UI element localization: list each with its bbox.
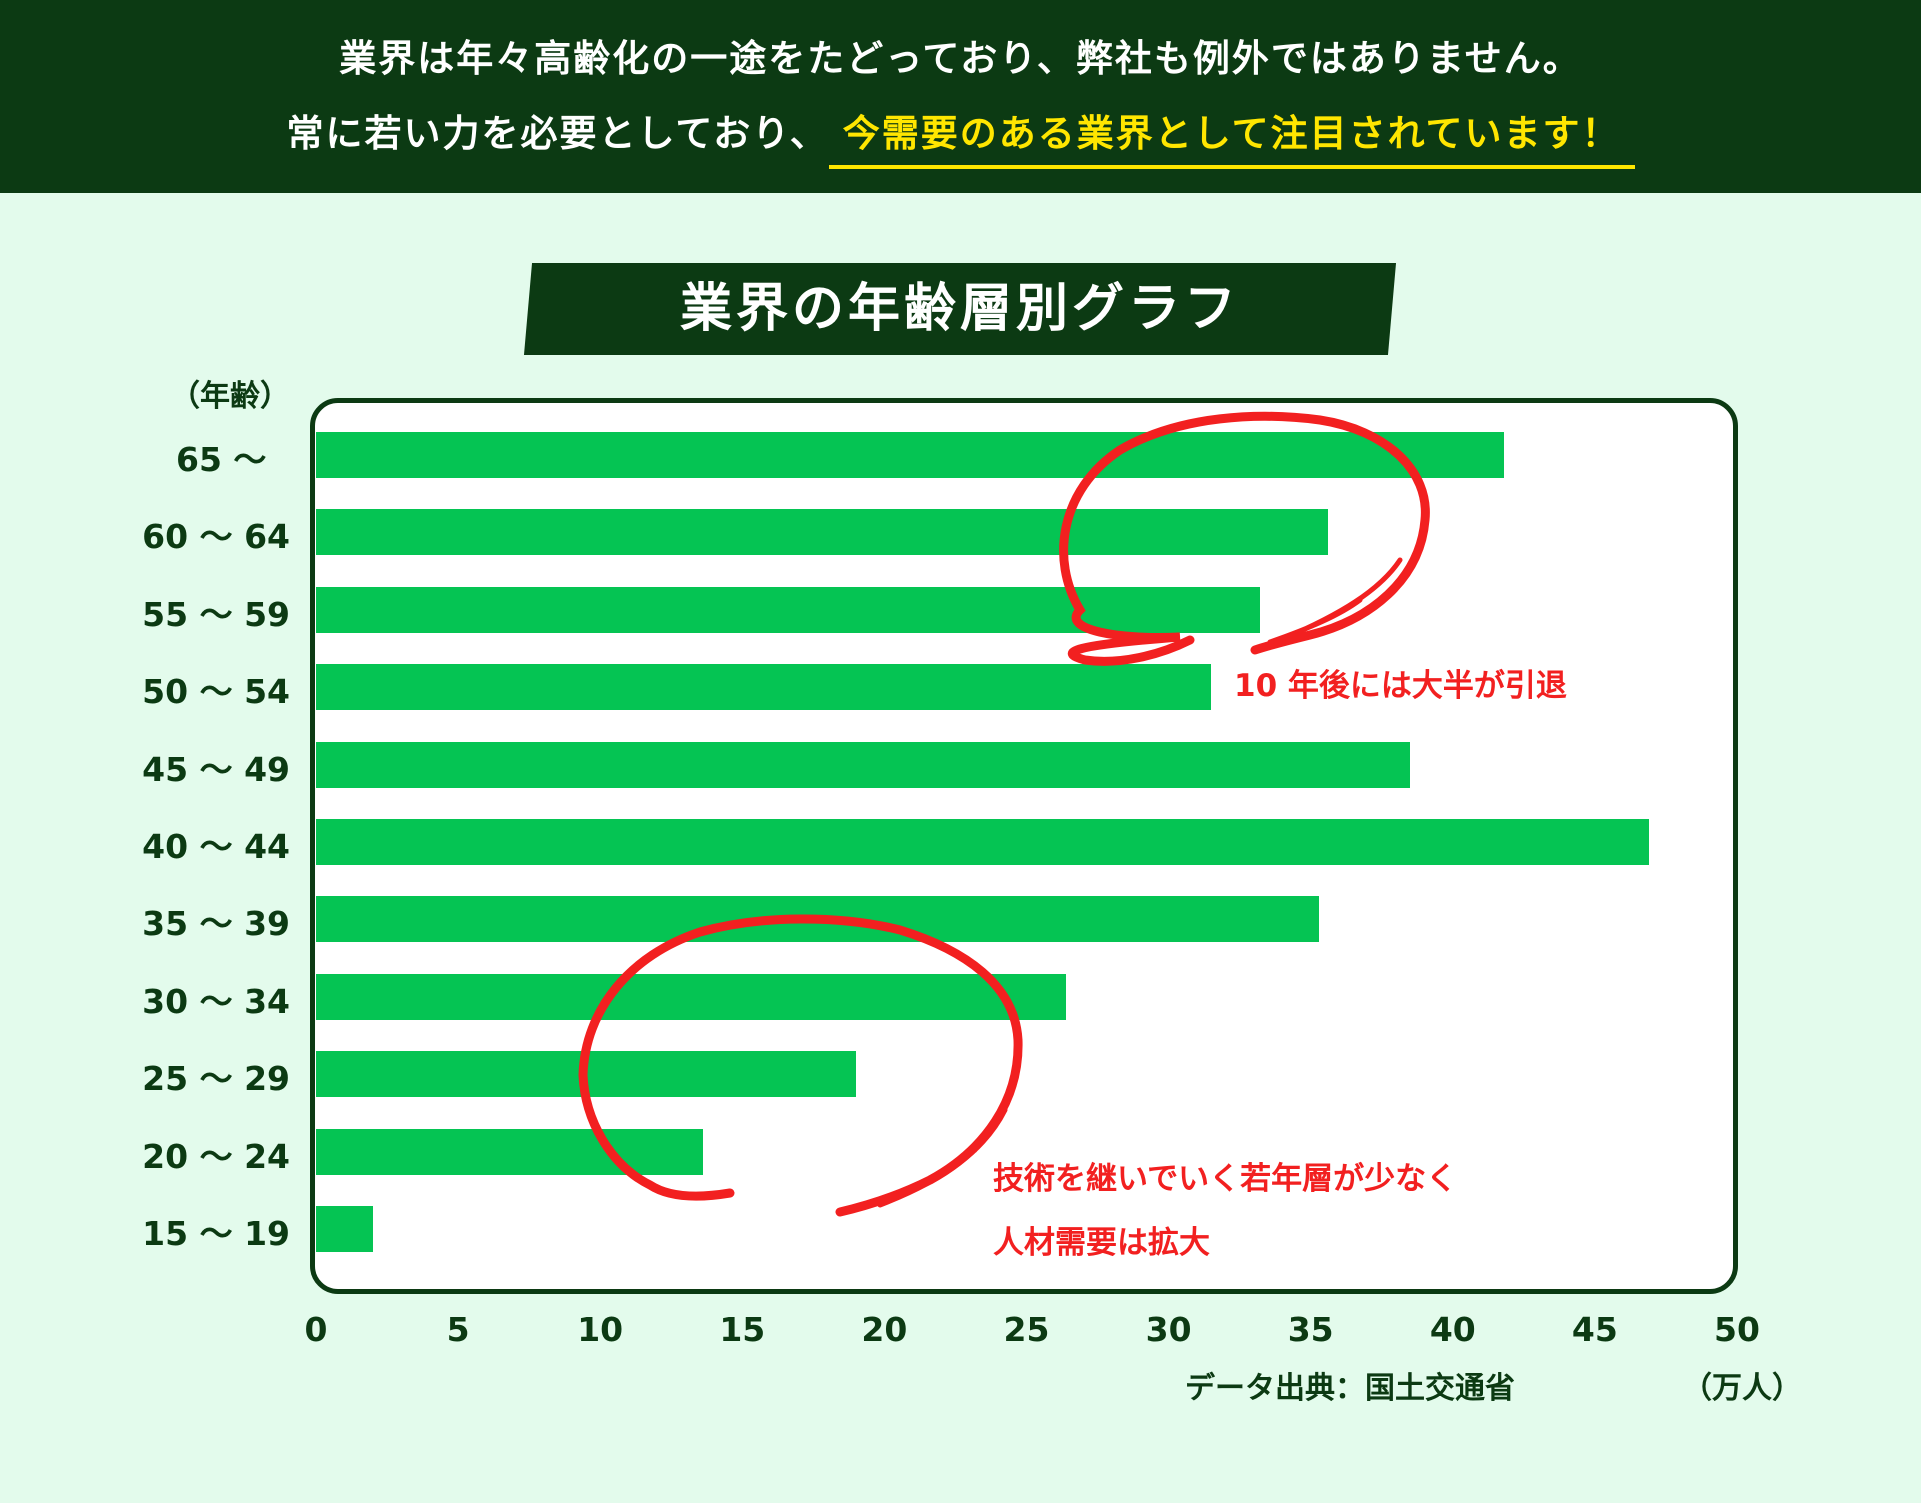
bar-4: [316, 741, 1411, 788]
bar-9: [316, 1128, 703, 1175]
x-axis-unit: （万人）: [1682, 1371, 1802, 1406]
category-label-2: 55 〜 59: [142, 594, 290, 634]
header-banner: 業界は年々高齢化の一途をたどっており、弊社も例外ではありません。 常に若い力を必…: [0, 0, 1921, 193]
category-label-10: 15 〜 19: [142, 1214, 290, 1253]
x-tick-9: 45: [1571, 1310, 1618, 1349]
x-tick-5: 25: [1003, 1310, 1050, 1349]
bar-2: [316, 586, 1260, 633]
bar-7: [316, 973, 1067, 1020]
category-label-6: 35 〜 39: [142, 904, 290, 944]
bar-0: [316, 432, 1504, 478]
x-tick-10: 50: [1714, 1310, 1760, 1349]
x-tick-0: 0: [304, 1310, 328, 1349]
bar-3: [316, 664, 1212, 711]
bar-1: [316, 509, 1328, 556]
category-label-4: 45 〜 49: [142, 749, 290, 789]
category-label-7: 30 〜 34: [142, 981, 290, 1021]
bar-10: [316, 1206, 373, 1252]
category-label-8: 25 〜 29: [142, 1059, 290, 1099]
x-tick-6: 30: [1145, 1310, 1192, 1349]
category-label-0: 65 〜: [176, 440, 267, 479]
category-label-1: 60 〜 64: [142, 517, 290, 557]
annotation-retire: 10 年後には大半が引退: [1234, 668, 1567, 704]
header-line-1: 業界は年々高齢化の一途をたどっており、弊社も例外ではありません。: [339, 37, 1582, 80]
category-label-5: 40 〜 44: [142, 827, 290, 866]
header-line-2-text: 常に若い力を必要としており、: [286, 112, 829, 155]
x-tick-8: 40: [1429, 1310, 1476, 1349]
header-line-2: 常に若い力を必要としており、 今需要のある業界として注目されています！: [0, 103, 1921, 169]
chart-title: 業界の年齢層別グラフ: [679, 279, 1240, 339]
annotation-young-line-1: 技術を継いでいく若年層が少なく: [993, 1161, 1458, 1197]
bar-5: [316, 819, 1649, 865]
x-tick-7: 35: [1287, 1310, 1334, 1349]
x-tick-4: 20: [861, 1310, 908, 1349]
bar-8: [316, 1051, 856, 1098]
x-tick-3: 15: [719, 1310, 766, 1349]
bar-6: [316, 896, 1320, 943]
category-label-9: 20 〜 24: [142, 1136, 290, 1176]
x-tick-2: 10: [577, 1310, 624, 1349]
header-highlight: 今需要のある業界として注目されています！: [828, 103, 1635, 169]
annotation-young-line-2: 人材需要は拡大: [993, 1225, 1210, 1261]
category-label-3: 50 〜 54: [142, 672, 290, 712]
data-source: データ出典：国土交通省: [1185, 1371, 1515, 1406]
x-tick-1: 5: [446, 1310, 470, 1349]
y-axis-label: （年齢）: [170, 379, 290, 414]
